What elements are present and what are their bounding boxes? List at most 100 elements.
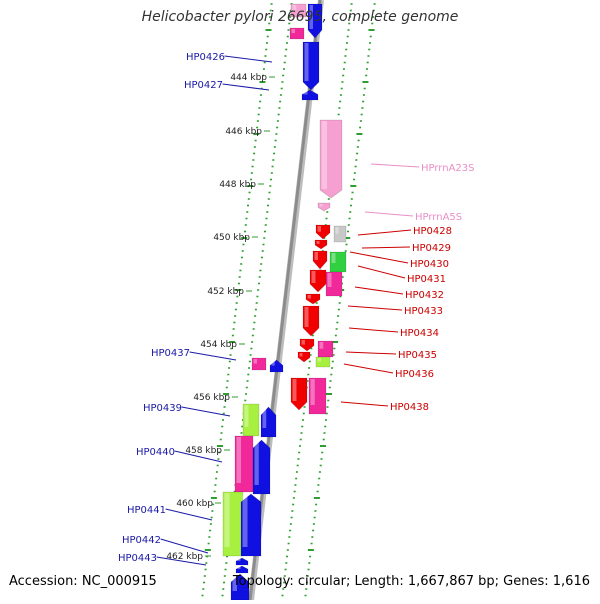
gene-highlight (253, 359, 257, 364)
gene-label-left: HP0439 (143, 403, 182, 414)
leader-line (189, 351, 237, 361)
gene-highlight (304, 43, 309, 81)
leader-line (222, 83, 270, 91)
gene-arrow (317, 340, 334, 358)
gene-label-left: HP0441 (127, 505, 166, 516)
gene-arrow (269, 359, 284, 373)
gene-arrow (302, 41, 320, 91)
gene-highlight (232, 575, 237, 591)
leader-line (160, 538, 209, 554)
gene-label-right: HP0436 (395, 369, 434, 380)
gene-label-right: HP0435 (398, 350, 437, 361)
gene-highlight (236, 437, 241, 483)
gene-highlight (311, 271, 316, 283)
gene-arrow (315, 356, 331, 368)
gene-highlight (303, 91, 308, 95)
leader-line (348, 327, 399, 333)
gene-highlight (319, 342, 324, 349)
gene-arrow (329, 251, 347, 273)
gene-label-right: HP0438 (390, 402, 429, 413)
gene-arrow (333, 225, 347, 243)
leader-line (347, 305, 403, 311)
gene-label-right: HP0433 (404, 306, 443, 317)
gene-highlight (237, 567, 241, 569)
gene-highlight (314, 252, 318, 260)
gene-highlight (310, 379, 315, 405)
gene-label-left: HP0442 (122, 535, 161, 546)
genome-summary-text: Topology: circular; Length: 1,667,867 bp… (232, 574, 590, 589)
gene-arrow (301, 89, 319, 101)
kbp-label: 444 kbp (230, 73, 267, 83)
gene-highlight (335, 227, 339, 234)
gene-highlight (271, 361, 275, 366)
leader-line (165, 508, 213, 521)
gene-highlight (291, 29, 295, 34)
kbp-label: 460 kbp (176, 499, 213, 509)
gene-arrow (252, 439, 271, 495)
gene-arrow (315, 224, 331, 240)
gene-highlight (321, 121, 327, 189)
gene-arrow (297, 351, 311, 363)
gene-label-right: HPrrnA23S (421, 163, 475, 174)
kbp-label: 452 kbp (207, 287, 244, 297)
leader-line (181, 406, 231, 417)
gene-label-right: HP0428 (413, 226, 452, 237)
gene-highlight (292, 379, 297, 401)
leader-line (343, 363, 394, 374)
leader-line (370, 163, 420, 168)
gene-arrow (305, 293, 321, 305)
leader-line (357, 229, 412, 236)
gene-highlight (292, 5, 297, 11)
gene-highlight (242, 495, 248, 547)
leader-line (357, 265, 406, 279)
gene-arrow (235, 565, 249, 574)
leader-line (345, 351, 397, 355)
gene-arrow (307, 3, 323, 39)
kbp-label: 458 kbp (185, 446, 222, 456)
gene-label-right: HP0429 (412, 243, 451, 254)
kbp-label: 450 kbp (213, 233, 250, 243)
leader-line (354, 286, 404, 295)
gene-label-left: HP0427 (184, 80, 223, 91)
gene-arrow (314, 239, 328, 250)
gene-arrow (325, 271, 343, 297)
gene-label-right: HP0430 (410, 259, 449, 270)
leader-line (364, 211, 414, 217)
gene-highlight (237, 559, 241, 561)
leader-line (224, 55, 273, 63)
gene-arrow (302, 305, 320, 337)
gene-highlight (316, 241, 320, 244)
gene-highlight (317, 226, 321, 232)
leader-line (340, 401, 389, 407)
gene-arrow (251, 357, 267, 371)
leader-line (174, 450, 223, 463)
tick-marks (201, 3, 376, 597)
gene-highlight (331, 253, 336, 263)
gene-label-right: HPrrnA5S (415, 212, 462, 223)
leader-line (361, 246, 411, 249)
kbp-label: 454 kbp (200, 340, 237, 350)
kbp-label: 462 kbp (166, 552, 203, 562)
gene-arrow (289, 27, 305, 40)
gene-arrow (260, 406, 277, 438)
gene-highlight (304, 307, 309, 327)
gene-highlight (319, 204, 323, 207)
kbp-label: 446 kbp (225, 127, 262, 137)
gene-highlight (299, 353, 303, 357)
gene-arrow (242, 403, 260, 437)
gene-highlight (262, 408, 267, 428)
gene-label-left: HP0437 (151, 348, 190, 359)
gene-label-left: HP0440 (136, 447, 175, 458)
gene-highlight (309, 5, 313, 29)
gene-highlight (317, 358, 321, 362)
accession-text: Accession: NC_000915 (9, 574, 157, 589)
leader-line (156, 556, 207, 566)
gene-arrow (299, 338, 315, 352)
gene-label-left: HP0443 (118, 553, 157, 564)
gene-label-right: HP0431 (407, 274, 446, 285)
gene-arrow (240, 493, 262, 557)
label-leader-lines (156, 55, 420, 566)
kbp-scale-labels: 444 kbp 446 kbp 448 kbp 450 kbp 452 kbp 454 k… (166, 73, 275, 562)
